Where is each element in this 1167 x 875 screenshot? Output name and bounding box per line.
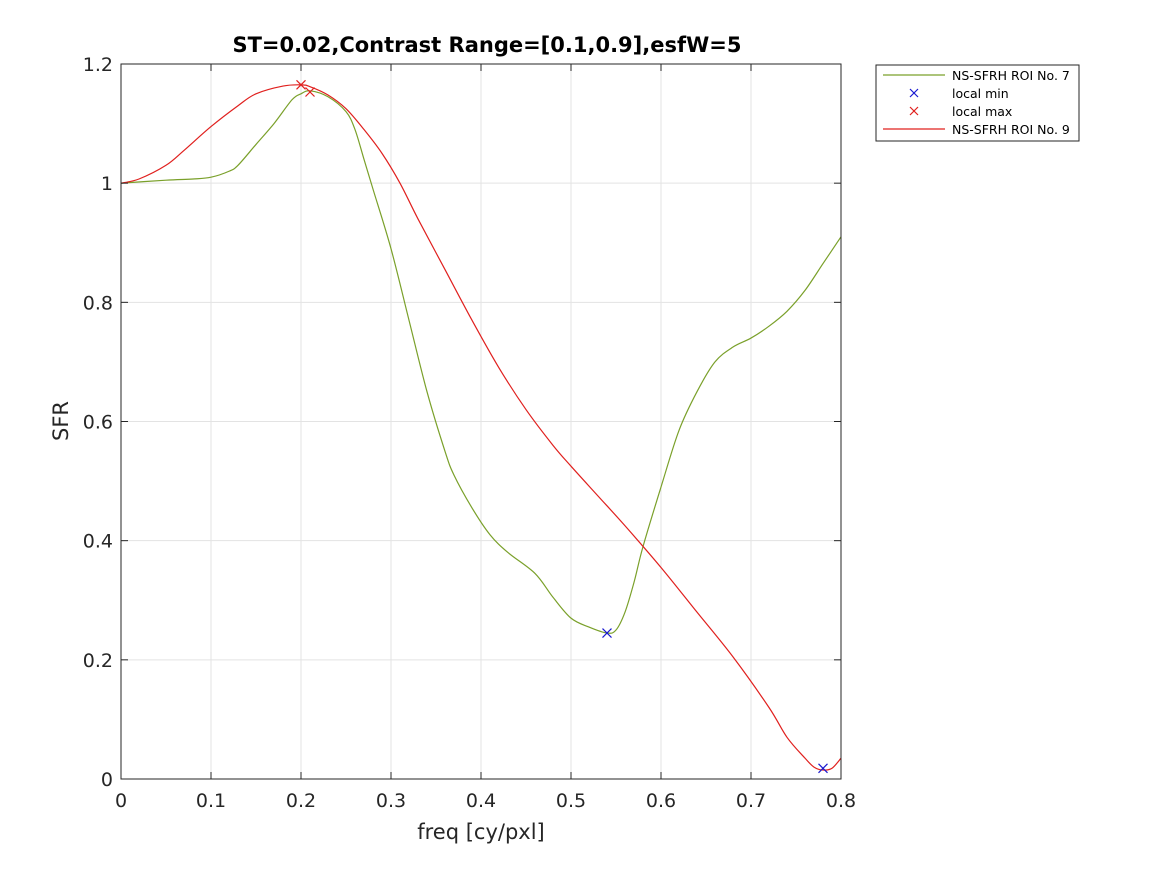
- y-tick-label: 0.2: [83, 650, 113, 672]
- legend-swatch-local-max: [909, 106, 919, 116]
- x-tick-label: 0.2: [286, 790, 316, 812]
- y-tick-label: 0.4: [83, 531, 113, 553]
- legend: NS-SFRH ROI No. 7 local min local max NS…: [875, 64, 1080, 142]
- series-line-roi9: [120, 84, 842, 771]
- ticks: 0 0.1 0.2 0.3 0.4 0.5 0.6 0.7 0.8 0 0.2 0.4 0.6 0.8 1 1…: [83, 54, 856, 812]
- local-max-marker: [296, 79, 306, 90]
- grid: [121, 64, 841, 779]
- x-tick-label: 0.6: [646, 790, 676, 812]
- y-tick-label: 0: [101, 769, 113, 791]
- y-tick-label: 0.6: [83, 412, 113, 434]
- x-tick-label: 0: [115, 790, 127, 812]
- y-tick-label: 1: [101, 173, 113, 195]
- legend-label-roi7: NS-SFRH ROI No. 7: [952, 68, 1070, 83]
- legend-box: [875, 64, 1080, 142]
- x-tick-label: 0.8: [826, 790, 856, 812]
- local-min-marker: [818, 763, 828, 774]
- x-tick-label: 0.5: [556, 790, 586, 812]
- local-max-marker: [305, 87, 315, 97]
- x-tick-label: 0.3: [376, 790, 406, 812]
- x-tick-label: 0.7: [736, 790, 766, 812]
- series-group: [120, 84, 842, 771]
- chart-title: ST=0.02,Contrast Range=[0.1,0.9],esfW=5: [232, 33, 741, 57]
- local-min-marker: [602, 628, 612, 638]
- legend-label-local-min: local min: [952, 86, 1009, 101]
- y-axis-label: SFR: [49, 401, 73, 441]
- legend-label-local-max: local max: [952, 104, 1012, 119]
- x-tick-label: 0.1: [196, 790, 226, 812]
- y-tick-label: 0.8: [83, 292, 113, 314]
- legend-label-roi9: NS-SFRH ROI No. 9: [952, 122, 1070, 137]
- markers-group: [296, 79, 828, 774]
- x-tick-label: 0.4: [466, 790, 496, 812]
- y-tick-label: 1.2: [83, 54, 113, 76]
- x-axis-label: freq [cy/pxl]: [417, 820, 545, 844]
- legend-swatch-local-min: [909, 88, 919, 98]
- series-line-roi7: [120, 90, 842, 634]
